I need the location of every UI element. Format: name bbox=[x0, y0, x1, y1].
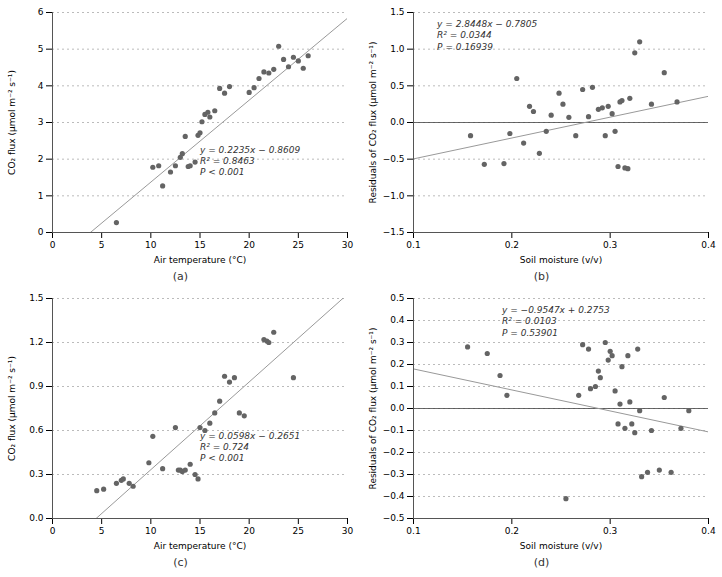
svg-text:−1.0: −1.0 bbox=[383, 191, 405, 201]
svg-text:1: 1 bbox=[38, 191, 44, 201]
svg-text:0.3: 0.3 bbox=[390, 337, 404, 347]
svg-text:3: 3 bbox=[38, 117, 44, 127]
svg-text:10: 10 bbox=[145, 240, 157, 250]
svg-text:0.4: 0.4 bbox=[701, 240, 716, 250]
svg-text:5: 5 bbox=[99, 240, 105, 250]
svg-text:5: 5 bbox=[38, 44, 44, 54]
svg-text:Residuals of CO₂ flux (μmol m⁻: Residuals of CO₂ flux (μmol m⁻² s⁻¹) bbox=[368, 328, 378, 490]
svg-text:0.9: 0.9 bbox=[29, 381, 44, 391]
svg-text:1.0: 1.0 bbox=[390, 44, 405, 54]
svg-text:0.2: 0.2 bbox=[505, 526, 519, 536]
svg-text:0.5: 0.5 bbox=[390, 293, 404, 303]
svg-text:−0.5: −0.5 bbox=[383, 513, 405, 523]
svg-text:−0.4: −0.4 bbox=[383, 491, 405, 501]
svg-text:y = −0.9547x + 0.2753R² = 0.01: y = −0.9547x + 0.2753R² = 0.0103P = 0.53… bbox=[501, 305, 610, 338]
svg-text:CO₂ flux (μmol m⁻² s⁻¹): CO₂ flux (μmol m⁻² s⁻¹) bbox=[7, 70, 17, 175]
svg-text:0.5: 0.5 bbox=[390, 81, 404, 91]
svg-text:20: 20 bbox=[243, 240, 255, 250]
svg-text:25: 25 bbox=[293, 240, 304, 250]
svg-text:15: 15 bbox=[194, 240, 205, 250]
svg-text:−0.5: −0.5 bbox=[383, 154, 405, 164]
html-text:(b): (b) bbox=[533, 270, 550, 283]
svg-text:Soil moisture (v/v): Soil moisture (v/v) bbox=[520, 255, 602, 265]
html-text:(a): (a) bbox=[172, 270, 189, 283]
svg-text:0.2: 0.2 bbox=[505, 240, 519, 250]
svg-text:0.0: 0.0 bbox=[390, 403, 405, 413]
svg-text:Soil moisture (v/v): Soil moisture (v/v) bbox=[520, 541, 602, 551]
svg-text:0.0: 0.0 bbox=[390, 117, 405, 127]
svg-text:1.5: 1.5 bbox=[29, 293, 43, 303]
svg-text:6: 6 bbox=[38, 7, 44, 17]
svg-text:Air temperature (°C): Air temperature (°C) bbox=[154, 255, 246, 265]
svg-text:0.4: 0.4 bbox=[390, 315, 405, 325]
svg-text:−0.1: −0.1 bbox=[383, 425, 405, 435]
svg-text:4: 4 bbox=[38, 81, 44, 91]
svg-text:5: 5 bbox=[99, 526, 105, 536]
svg-text:20: 20 bbox=[243, 526, 255, 536]
svg-text:0.3: 0.3 bbox=[603, 240, 617, 250]
svg-text:y = 0.2235x − 0.8609R² = 0.846: y = 0.2235x − 0.8609R² = 0.8463P < 0.001 bbox=[199, 144, 300, 177]
svg-text:30: 30 bbox=[342, 240, 354, 250]
svg-text:0.6: 0.6 bbox=[29, 425, 44, 435]
svg-text:0.0: 0.0 bbox=[29, 513, 44, 523]
svg-text:−0.3: −0.3 bbox=[383, 469, 405, 479]
html-text:(c): (c) bbox=[173, 556, 188, 569]
html-text:(d): (d) bbox=[533, 556, 550, 569]
svg-text:−0.2: −0.2 bbox=[383, 447, 405, 457]
svg-text:0: 0 bbox=[50, 240, 56, 250]
svg-text:1.5: 1.5 bbox=[390, 7, 404, 17]
svg-text:1.2: 1.2 bbox=[29, 337, 43, 347]
svg-text:2: 2 bbox=[38, 154, 44, 164]
svg-text:0.1: 0.1 bbox=[390, 381, 404, 391]
svg-text:0.4: 0.4 bbox=[701, 526, 716, 536]
svg-text:0.3: 0.3 bbox=[603, 526, 617, 536]
svg-text:0.3: 0.3 bbox=[29, 469, 43, 479]
svg-text:0: 0 bbox=[38, 227, 44, 237]
svg-text:30: 30 bbox=[342, 526, 354, 536]
svg-text:0: 0 bbox=[50, 526, 56, 536]
svg-text:CO₂ flux (μmol m⁻² s⁻¹): CO₂ flux (μmol m⁻² s⁻¹) bbox=[7, 356, 17, 461]
svg-text:0.1: 0.1 bbox=[406, 526, 420, 536]
svg-text:Air temperature (°C): Air temperature (°C) bbox=[154, 541, 246, 551]
svg-text:y = 2.8448x − 0.7805R² = 0.034: y = 2.8448x − 0.7805R² = 0.0344P = 0.169… bbox=[436, 19, 537, 52]
svg-text:25: 25 bbox=[293, 526, 304, 536]
svg-text:0.2: 0.2 bbox=[390, 359, 404, 369]
svg-text:y = 0.0598x − 0.2651R² = 0.724: y = 0.0598x − 0.2651R² = 0.724P < 0.001 bbox=[199, 430, 300, 463]
svg-text:15: 15 bbox=[194, 526, 205, 536]
svg-text:0.1: 0.1 bbox=[406, 240, 420, 250]
svg-text:Residuals of CO₂ flux (μmol m⁻: Residuals of CO₂ flux (μmol m⁻² s⁻¹) bbox=[368, 42, 378, 204]
svg-text:−1.5: −1.5 bbox=[383, 227, 405, 237]
svg-text:10: 10 bbox=[145, 526, 157, 536]
